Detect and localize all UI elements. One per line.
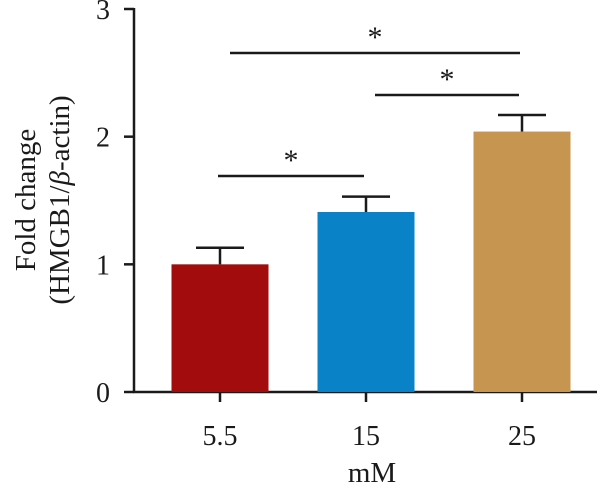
bars bbox=[171, 131, 571, 392]
x-ticks: 5.5 15 25 bbox=[203, 392, 536, 452]
significance-star: * bbox=[440, 63, 455, 96]
y-ticks: 0 1 2 3 bbox=[96, 0, 134, 409]
x-tick-label: 5.5 bbox=[203, 421, 238, 452]
significance-brackets: * * * bbox=[218, 21, 520, 178]
bar bbox=[171, 264, 269, 392]
x-axis-title: mM bbox=[348, 457, 396, 488]
bar bbox=[473, 131, 571, 392]
y-axis-title-greek: β bbox=[44, 170, 76, 186]
y-axis: 0 1 2 3 bbox=[96, 0, 136, 409]
bar bbox=[317, 211, 415, 392]
significance-star: * bbox=[284, 144, 299, 177]
significance-star: * bbox=[368, 21, 383, 54]
y-tick-label: 1 bbox=[96, 250, 110, 281]
x-tick-label: 15 bbox=[352, 421, 380, 452]
y-tick-label: 0 bbox=[96, 378, 110, 409]
y-axis-title-line2: (HMGB1/β-actin) bbox=[44, 95, 76, 304]
y-axis-title-suffix: -actin) bbox=[44, 95, 76, 171]
error-bars bbox=[196, 113, 546, 265]
y-axis-title-prefix: (HMGB1/ bbox=[44, 185, 76, 305]
y-axis-title-line1: Fold change bbox=[10, 129, 42, 272]
x-axis: 5.5 15 25 bbox=[133, 390, 597, 452]
y-tick-label: 2 bbox=[96, 123, 110, 154]
y-tick-label: 3 bbox=[96, 0, 110, 26]
y-axis-title: Fold change (HMGB1/β-actin) bbox=[10, 95, 76, 304]
x-tick-label: 25 bbox=[508, 421, 536, 452]
